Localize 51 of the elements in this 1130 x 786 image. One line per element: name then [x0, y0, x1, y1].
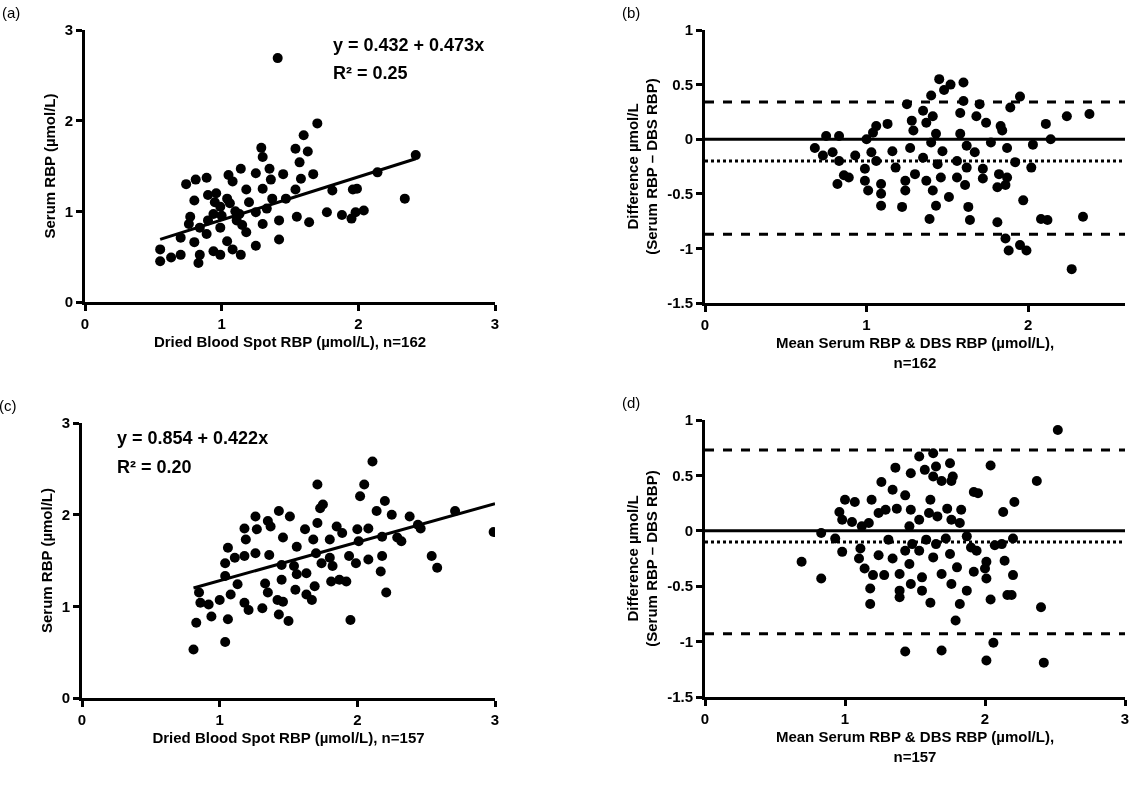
y-tick-label: 1 [61, 597, 70, 615]
x-tick-label: 0 [700, 710, 710, 727]
y-tick-label: -1 [679, 239, 693, 257]
annotation: R² = 0.20 [117, 457, 192, 477]
y-tick-label: 0 [64, 293, 73, 311]
y-tick-label: -1 [679, 632, 693, 650]
x-tick-label: 1 [862, 316, 871, 333]
x-tick-label: 1 [217, 315, 226, 332]
chart-title: (c) [0, 397, 17, 414]
chart-title: (a) [2, 4, 21, 21]
x-tick-label: 3 [490, 315, 500, 332]
y-tick-label: -1.5 [667, 294, 693, 312]
x-axis-title: Dried Blood Spot RBP (µmol/L), n=162 [153, 333, 427, 350]
x-tick-label: 1 [840, 710, 850, 727]
y-tick-label: 0 [684, 522, 693, 540]
annotation: y = 0.432 + 0.473x [333, 35, 485, 55]
x-axis-title: Dried Blood Spot RBP (µmol/L), n=157 [152, 729, 425, 746]
x-tick-label: 3 [1120, 710, 1130, 727]
x-tick-label: 0 [80, 315, 90, 332]
y-axis-title: Difference µmol/L (Serum RBP – DBS RBP) [623, 470, 661, 647]
y-tick-label: 0 [684, 130, 693, 148]
x-tick-label: 0 [77, 711, 87, 728]
y-tick-label: 1 [684, 411, 693, 429]
y-tick-label: 3 [64, 21, 73, 39]
y-axis-title: Serum RBP (µmol/L) [37, 487, 55, 634]
y-tick-label: -1.5 [667, 688, 693, 706]
y-tick-label: 0 [61, 689, 70, 707]
x-tick-label: 3 [490, 711, 500, 728]
y-tick-label: 2 [61, 505, 70, 523]
y-axis-title: Difference µmol/L (Serum RBP – DBS RBP) [623, 78, 661, 255]
x-tick-label: 1 [215, 711, 224, 728]
x-axis-title: Mean Serum RBP & DBS RBP (µmol/L), n=162 [775, 334, 1055, 371]
x-axis-title: Mean Serum RBP & DBS RBP (µmol/L), n=157 [775, 728, 1055, 765]
x-tick-label: 2 [354, 315, 363, 332]
x-tick-label: 2 [1023, 316, 1033, 333]
annotation: R² = 0.25 [333, 63, 408, 83]
y-tick-label: 1 [684, 21, 693, 39]
x-tick-label: 2 [980, 710, 990, 727]
y-tick-label: 0.5 [672, 466, 693, 484]
x-tick-label: 0 [700, 316, 710, 333]
chart-title: (d) [622, 394, 641, 411]
x-tick-label: 2 [353, 711, 362, 728]
y-tick-label: -0.5 [667, 577, 693, 595]
y-tick-label: 1 [64, 202, 73, 220]
y-tick-label: 2 [64, 111, 73, 129]
chart-title: (b) [622, 4, 641, 21]
y-axis-title: Serum RBP (µmol/L) [40, 93, 58, 239]
y-tick-label: 3 [61, 414, 70, 432]
annotation: y = 0.854 + 0.422x [117, 428, 269, 448]
y-tick-label: -0.5 [667, 185, 693, 203]
y-tick-label: 0.5 [672, 75, 693, 93]
